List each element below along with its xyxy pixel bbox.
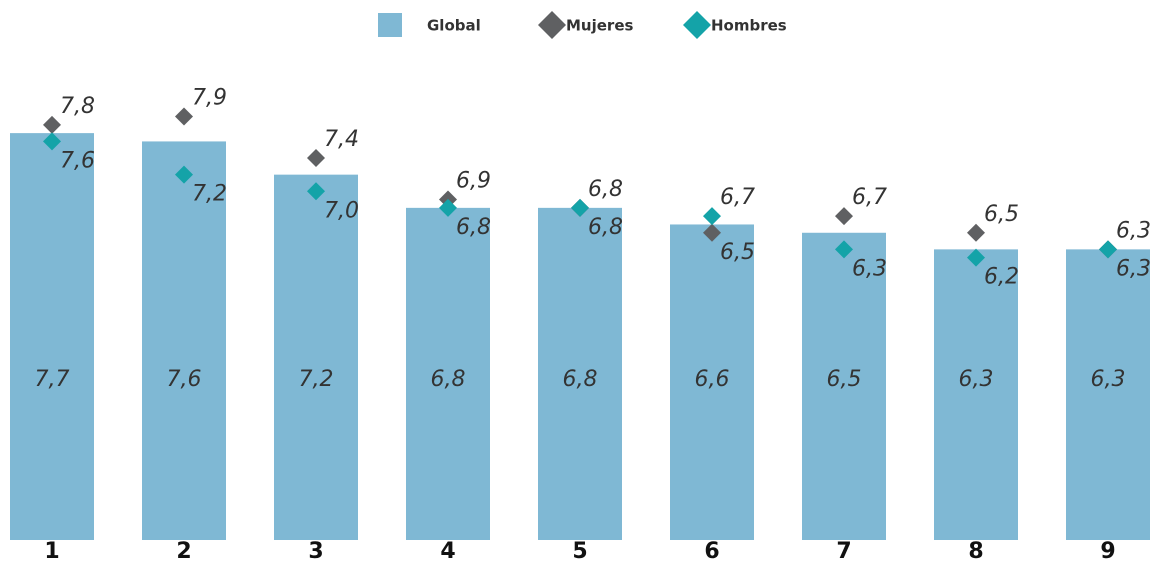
data-label: 6,7 bbox=[852, 185, 887, 210]
x-tick-label: 4 bbox=[440, 539, 455, 563]
legend-label: Hombres bbox=[711, 17, 787, 35]
marker bbox=[307, 182, 325, 201]
x-tick-label: 7 bbox=[836, 539, 851, 563]
marker bbox=[967, 223, 985, 242]
data-label: 6,6 bbox=[695, 367, 730, 392]
x-tick-label: 9 bbox=[1100, 539, 1115, 563]
bar bbox=[670, 224, 754, 540]
bar bbox=[538, 207, 622, 540]
data-label: 6,8 bbox=[431, 367, 466, 392]
marker bbox=[43, 115, 61, 134]
marker bbox=[703, 207, 721, 226]
data-label: 6,2 bbox=[984, 265, 1019, 290]
x-tick-label: 8 bbox=[968, 539, 983, 563]
marker bbox=[967, 248, 985, 267]
data-label: 6,3 bbox=[1091, 367, 1126, 392]
bar bbox=[802, 232, 886, 540]
data-label: 7,7 bbox=[35, 367, 70, 392]
marker bbox=[703, 223, 721, 242]
data-label: 7,8 bbox=[60, 94, 95, 119]
data-label: 7,6 bbox=[167, 367, 202, 392]
bar bbox=[1066, 249, 1150, 540]
bar bbox=[274, 174, 358, 540]
data-label: 7,2 bbox=[299, 367, 334, 392]
marker bbox=[43, 132, 61, 151]
data-label: 6,3 bbox=[1116, 218, 1150, 243]
x-tick-label: 1 bbox=[44, 539, 59, 563]
x-tick-label: 5 bbox=[572, 539, 587, 563]
data-label: 6,5 bbox=[827, 367, 862, 392]
x-tick-label: 2 bbox=[176, 539, 191, 563]
data-label: 6,8 bbox=[563, 367, 598, 392]
legend-swatch bbox=[683, 11, 711, 39]
data-label: 6,7 bbox=[720, 185, 755, 210]
data-label: 7,4 bbox=[324, 127, 359, 152]
marker bbox=[439, 198, 457, 217]
legend-label: Global bbox=[427, 17, 481, 35]
data-label: 6,3 bbox=[852, 256, 887, 281]
bar bbox=[10, 133, 94, 540]
data-label: 7,9 bbox=[192, 86, 227, 111]
bar bbox=[406, 207, 490, 540]
data-label: 6,5 bbox=[984, 202, 1019, 227]
marker bbox=[835, 207, 853, 226]
data-label: 6,3 bbox=[1116, 256, 1150, 281]
data-label: 7,2 bbox=[192, 182, 227, 207]
marker bbox=[835, 240, 853, 259]
x-tick-label: 3 bbox=[308, 539, 323, 563]
data-label: 6,8 bbox=[588, 177, 623, 202]
data-label: 7,6 bbox=[60, 148, 95, 173]
data-label: 6,3 bbox=[959, 367, 994, 392]
data-label: 6,8 bbox=[588, 215, 623, 240]
data-label: 6,5 bbox=[720, 240, 755, 265]
marker bbox=[175, 107, 193, 126]
marker bbox=[307, 149, 325, 168]
legend-label: Mujeres bbox=[566, 17, 633, 35]
x-tick-label: 6 bbox=[704, 539, 719, 563]
legend-swatch bbox=[378, 13, 402, 37]
marker bbox=[175, 165, 193, 184]
data-label: 7,0 bbox=[324, 198, 359, 223]
marker bbox=[571, 198, 589, 217]
data-label: 6,9 bbox=[456, 169, 491, 194]
bar bbox=[934, 249, 1018, 540]
bar bbox=[142, 141, 226, 540]
data-label: 6,8 bbox=[456, 215, 491, 240]
legend-swatch bbox=[538, 11, 566, 39]
marker bbox=[1099, 240, 1117, 259]
